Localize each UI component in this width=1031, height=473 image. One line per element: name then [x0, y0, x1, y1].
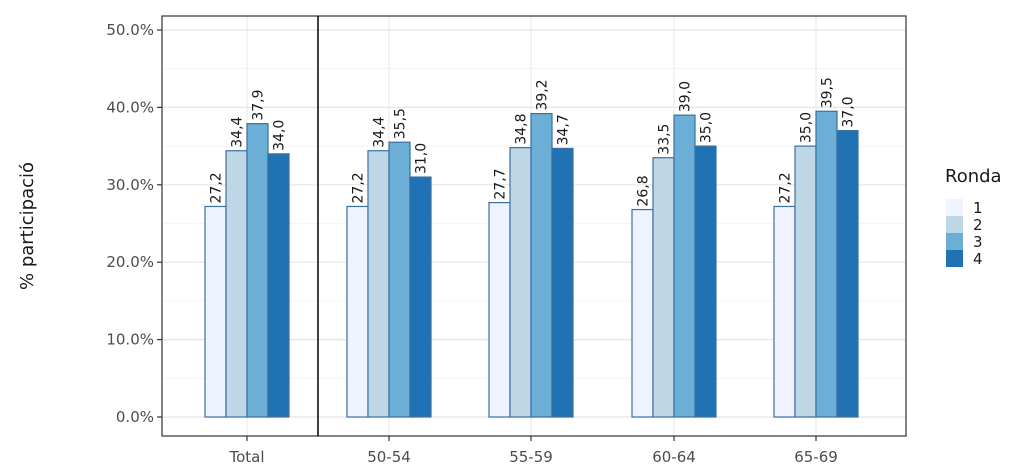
bar	[204, 205, 227, 418]
legend-title: Ronda	[945, 166, 1002, 187]
legend-key	[946, 233, 963, 250]
bar	[652, 157, 675, 418]
data-label: 27,2	[778, 172, 794, 203]
data-label: 37,9	[251, 89, 267, 120]
legend-key	[946, 216, 963, 233]
data-label: 31,0	[414, 143, 430, 174]
bar	[267, 153, 290, 418]
y-tick-label: 40.0%	[106, 98, 154, 116]
bar	[346, 205, 369, 418]
x-tick-label: 55-59	[509, 448, 553, 466]
data-label: 27,7	[493, 168, 509, 199]
data-label: 39,2	[535, 79, 551, 110]
bar	[367, 150, 390, 418]
data-label: 35,0	[799, 112, 815, 143]
legend-key	[946, 250, 963, 267]
legend-label: 2	[973, 216, 983, 234]
plot-panel-border	[161, 15, 907, 437]
bar	[530, 112, 553, 418]
y-axis-title: % participació	[17, 162, 38, 290]
bar	[225, 150, 248, 418]
data-label: 37,0	[841, 96, 857, 127]
data-labels: 27,2 34,4 37,9 34,0 27,2 34,4 35,5 31,0 27,7 34,8…	[209, 77, 857, 206]
y-tick-label: 50.0%	[106, 21, 154, 39]
y-axis: 0.0% 10.0% 20.0% 30.0% 40.0% 50.0%	[106, 21, 162, 426]
data-label: 33,5	[657, 124, 673, 155]
bars	[204, 110, 859, 418]
x-tick-label: 60-64	[652, 448, 696, 466]
bar	[388, 141, 411, 418]
bar	[836, 130, 859, 418]
y-tick-label: 30.0%	[106, 176, 154, 194]
legend-label: 1	[973, 199, 983, 217]
bar	[409, 176, 432, 418]
data-label: 39,5	[820, 77, 836, 108]
data-label: 34,7	[556, 114, 572, 145]
data-label: 35,5	[393, 108, 409, 139]
data-label: 27,2	[209, 172, 225, 203]
bar	[694, 145, 717, 418]
data-label: 34,8	[514, 113, 530, 144]
legend-label: 3	[973, 233, 983, 251]
x-axis: Total 50-54 55-59 60-64 65-69	[228, 436, 838, 466]
bar	[631, 208, 654, 418]
y-tick-label: 10.0%	[106, 331, 154, 349]
y-tick-label: 20.0%	[106, 253, 154, 271]
data-label: 39,0	[678, 81, 694, 112]
bar	[773, 205, 796, 418]
bar	[246, 123, 269, 418]
data-label: 26,8	[636, 175, 652, 206]
x-tick-label: Total	[228, 448, 264, 466]
data-label: 34,0	[272, 120, 288, 151]
legend-label: 4	[973, 250, 983, 268]
data-label: 34,4	[372, 116, 388, 147]
data-label: 34,4	[230, 116, 246, 147]
bar	[673, 114, 696, 418]
legend-key	[946, 199, 963, 216]
data-label: 35,0	[699, 112, 715, 143]
bar	[509, 147, 532, 418]
x-tick-label: 50-54	[367, 448, 411, 466]
data-label: 27,2	[351, 172, 367, 203]
bar	[794, 145, 817, 418]
bar	[551, 147, 574, 418]
bar	[815, 110, 838, 418]
y-tick-label: 0.0%	[116, 408, 154, 426]
x-tick-label: 65-69	[794, 448, 838, 466]
bar	[488, 202, 511, 418]
